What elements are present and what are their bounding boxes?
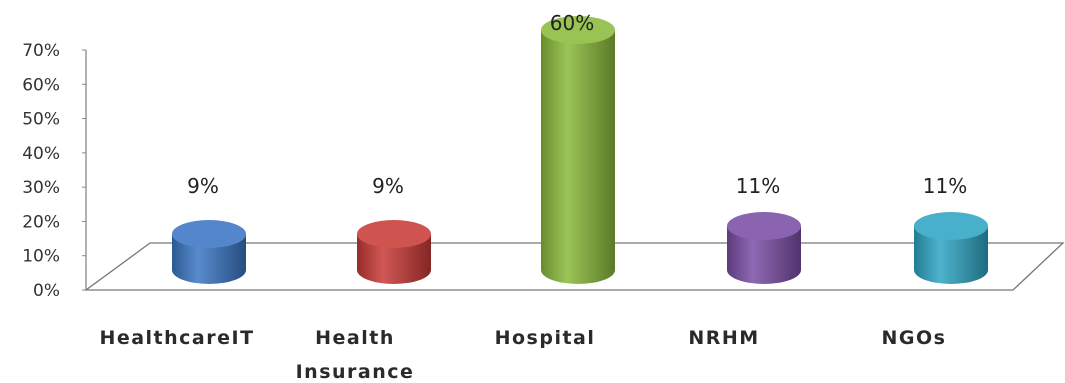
y-axis-ticks: 0% 10% 20% 30% 40% 50% 60% 70% (22, 41, 86, 301)
data-label: 9% (187, 174, 219, 198)
chart-axes (84, 50, 1065, 291)
bar-top (914, 212, 988, 240)
y-tick-label: 50% (22, 110, 60, 130)
data-labels: 9% 9% 60% 11% 11% (187, 11, 967, 198)
bar-5 (914, 212, 988, 284)
category-label: Health Insurance (296, 327, 415, 383)
y-tick-label: 0% (33, 281, 60, 301)
category-labels: HealthcareIT Health Insurance Hospital NRHM N… (99, 327, 947, 383)
bar-2 (357, 220, 431, 284)
bar-body (727, 226, 801, 284)
bar-series (172, 16, 988, 284)
y-tick-label: 40% (22, 144, 60, 164)
bar-3 (541, 16, 615, 284)
y-tick-label: 60% (22, 75, 60, 95)
bar-body (357, 234, 431, 284)
y-tick-label: 20% (22, 212, 60, 232)
bar-body (172, 234, 246, 284)
y-tick-label: 70% (22, 41, 60, 61)
bar-4 (727, 212, 801, 284)
category-label: NGOs (882, 327, 947, 349)
bar-1 (172, 220, 246, 284)
bar-top (172, 220, 246, 248)
category-label: Hospital (495, 327, 596, 349)
data-label: 11% (736, 174, 780, 198)
bar-top (727, 212, 801, 240)
bar-body (914, 226, 988, 284)
data-label: 9% (372, 174, 404, 198)
bar-body (541, 30, 615, 284)
bar-top (541, 16, 615, 44)
category-label: NRHM (688, 327, 759, 349)
chart-floor (84, 242, 1065, 291)
y-tick-label: 30% (22, 178, 60, 198)
y-tick-label: 10% (22, 247, 60, 267)
data-label: 60% (550, 11, 594, 35)
category-label: HealthcareIT (99, 327, 254, 349)
bar-top (357, 220, 431, 248)
data-label: 11% (923, 174, 967, 198)
